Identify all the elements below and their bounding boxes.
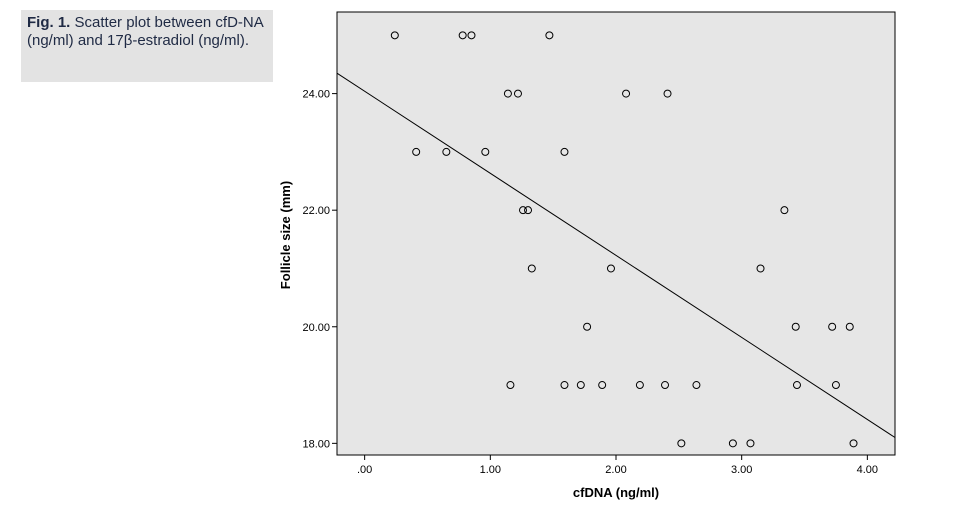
data-point: [545, 31, 554, 40]
data-point: [503, 89, 512, 98]
y-tick-label: 18.00: [302, 438, 330, 450]
data-point: [390, 31, 399, 40]
data-point: [458, 31, 467, 40]
data-point: [831, 381, 840, 390]
figure-caption: Fig. 1. Scatter plot between cfD-NA (ng/…: [21, 10, 273, 82]
data-point: [635, 381, 644, 390]
x-tick-label: 4.00: [857, 464, 878, 476]
data-point: [442, 147, 451, 156]
data-point: [792, 381, 801, 390]
data-point: [845, 322, 854, 331]
data-point: [663, 89, 672, 98]
data-point: [791, 322, 800, 331]
data-point: [481, 147, 490, 156]
x-tick-label: .00: [357, 464, 372, 476]
data-point: [576, 381, 585, 390]
data-point: [519, 206, 527, 215]
data-point: [677, 439, 686, 448]
y-axis-title: Follicle size (mm): [278, 181, 293, 289]
data-point: [780, 206, 789, 215]
data-point: [412, 147, 421, 156]
y-tick-label: 20.00: [302, 322, 330, 334]
data-point: [622, 89, 631, 98]
data-point: [746, 439, 755, 448]
data-point: [756, 264, 765, 273]
y-tick-label: 24.00: [302, 89, 330, 101]
data-point: [661, 381, 670, 390]
data-point: [527, 264, 536, 273]
data-point: [560, 147, 569, 156]
data-point: [598, 381, 607, 390]
data-point: [560, 381, 569, 390]
y-tick-label: 22.00: [302, 205, 330, 217]
plot-area: [336, 11, 896, 456]
data-point: [467, 31, 476, 40]
data-point: [728, 439, 737, 448]
x-axis-title: cfDNA (ng/ml): [573, 485, 659, 500]
data-point: [849, 439, 858, 448]
data-point: [583, 322, 592, 331]
x-tick-label: 2.00: [605, 464, 626, 476]
fit-line: [336, 72, 896, 438]
caption-label: Fig. 1.: [27, 14, 71, 31]
data-point: [692, 381, 701, 390]
data-point: [513, 89, 522, 98]
x-tick-label: 3.00: [731, 464, 752, 476]
data-point: [506, 381, 515, 390]
caption-text: Scatter plot between cfD-NA (ng/ml) and …: [27, 14, 263, 49]
data-point: [606, 264, 615, 273]
data-point: [524, 206, 533, 215]
x-tick-label: 1.00: [480, 464, 501, 476]
data-point: [828, 322, 837, 331]
